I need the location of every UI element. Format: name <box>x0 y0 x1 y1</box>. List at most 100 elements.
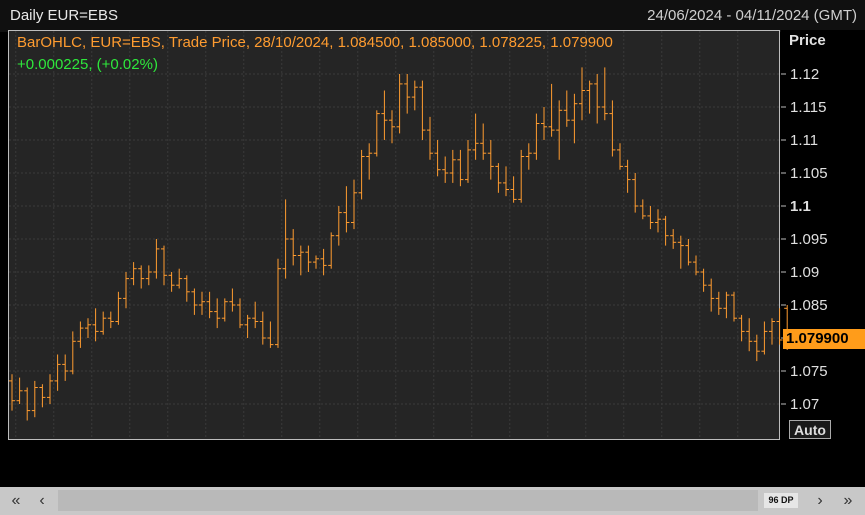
ohlc-bar <box>465 140 471 183</box>
ohlc-bar <box>769 318 775 345</box>
ohlc-bar <box>85 318 91 338</box>
price-axis[interactable] <box>781 30 865 445</box>
scroll-track[interactable] <box>58 490 758 511</box>
y-tick-label: 1.1 <box>790 198 811 215</box>
y-axis-ticks: 1.071.0751.081.0851.091.0951.11.1051.111… <box>781 66 828 413</box>
y-tick-label: 1.105 <box>790 165 828 182</box>
ohlc-bar <box>442 156 449 183</box>
ohlc-bar <box>282 199 289 279</box>
ohlc-bar <box>655 209 661 233</box>
ohlc-bar <box>518 149 525 203</box>
ohlc-bar <box>647 206 654 230</box>
ohlc-bar <box>92 308 99 342</box>
ohlc-bar <box>77 321 84 348</box>
ohlc-bar <box>176 268 183 289</box>
ohlc-bar <box>138 265 145 289</box>
ohlc-bar <box>305 245 312 272</box>
ohlc-bar <box>373 110 380 157</box>
ohlc-bar <box>168 272 175 292</box>
ohlc-bar <box>252 301 259 329</box>
scrollbar[interactable]: « ‹ 96 DP › » <box>0 487 865 515</box>
grid <box>9 31 779 439</box>
ohlc-bar <box>267 321 274 348</box>
ohlc-bar <box>601 67 608 121</box>
ohlc-bar <box>39 384 46 408</box>
ohlc-bar <box>708 278 715 312</box>
auto-scale-button[interactable]: Auto <box>789 420 831 439</box>
ohlc-bar <box>586 80 593 114</box>
ohlc-bar <box>389 110 395 144</box>
ohlc-bar <box>47 374 53 404</box>
time-axis[interactable] <box>0 441 865 487</box>
ohlc-bar <box>199 291 205 315</box>
ohlc-bar <box>510 176 517 203</box>
ohlc-bar <box>457 149 464 187</box>
ohlc-bar <box>381 90 388 140</box>
ohlc-bar <box>753 334 760 362</box>
ohlc-bar <box>632 173 639 213</box>
ohlc-bar <box>624 159 631 193</box>
ohlc-bar <box>761 321 768 355</box>
ohlc-bar <box>541 107 547 140</box>
ohlc-bar <box>472 113 479 160</box>
ohlc-bar <box>320 248 327 276</box>
ohlc-bar <box>328 232 335 269</box>
ohlc-bar <box>183 275 190 302</box>
instrument-title: Daily EUR=EBS <box>10 7 118 24</box>
change-info-line: +0.000225, (+0.02%) <box>17 56 158 73</box>
ohlc-bar <box>115 291 122 325</box>
y-tick-label: 1.075 <box>790 363 828 380</box>
ohlc-bar <box>639 199 646 220</box>
ohlc-bar <box>214 298 221 329</box>
ohlc-bar <box>495 163 502 193</box>
ohlc-bar <box>746 318 753 352</box>
ohlc-bar <box>366 143 373 180</box>
ohlc-bar <box>153 239 160 279</box>
ohlc-bar <box>62 354 69 381</box>
ohlc-bar <box>609 100 616 157</box>
ohlc-bar <box>396 74 403 134</box>
ohlc-bar <box>9 374 15 411</box>
scroll-prev-button[interactable]: ‹ <box>39 492 45 509</box>
ohlc-bar <box>700 268 707 292</box>
ohlc-bar <box>221 298 228 322</box>
ohlc-bar <box>617 143 623 170</box>
ohlc-bar <box>335 206 342 246</box>
y-tick-label: 1.095 <box>790 231 828 248</box>
ohlc-bar <box>548 83 555 137</box>
ohlc-bar <box>449 149 456 183</box>
ohlc-bar <box>487 140 494 180</box>
ohlc-bar <box>723 291 730 319</box>
ohlc-bar <box>404 74 411 114</box>
scroll-last-button[interactable]: » <box>843 492 853 509</box>
y-tick-label: 1.12 <box>790 66 819 83</box>
y-tick-label: 1.09 <box>790 264 819 281</box>
ohlc-bar <box>503 166 509 197</box>
ohlc-bar <box>145 265 152 286</box>
y-tick-label: 1.07 <box>790 396 819 413</box>
ohlc-bar <box>16 377 23 404</box>
ohlc-bar <box>685 239 692 266</box>
ohlc-bar <box>358 149 365 200</box>
date-range[interactable]: 24/06/2024 - 04/11/2024 (GMT) <box>647 7 857 24</box>
plot-area[interactable] <box>8 30 780 440</box>
y-tick-label: 1.085 <box>790 297 828 314</box>
y-tick-label: 1.11 <box>790 132 818 149</box>
ohlc-bar <box>297 245 304 276</box>
ohlc-bar <box>419 80 426 140</box>
ohlc-bar <box>563 90 570 127</box>
ohlc-bar <box>123 272 129 309</box>
y-tick-label: 1.115 <box>790 99 826 116</box>
title-bar: Daily EUR=EBS 24/06/2024 - 04/11/2024 (G… <box>0 0 865 32</box>
last-price-tag: 1.079900 <box>783 328 865 349</box>
ohlc-bar <box>434 140 441 177</box>
scroll-next-button[interactable]: › <box>817 492 823 509</box>
ohlc-bar <box>351 179 357 230</box>
ohlc-bar <box>206 291 213 319</box>
ohlc-bar <box>731 291 737 322</box>
ohlc-chart[interactable]: 1.071.0751.081.0851.091.0951.11.1051.111… <box>0 0 865 487</box>
ohlc-bar <box>107 311 114 329</box>
bar-info-line: BarOHLC, EUR=EBS, Trade Price, 28/10/202… <box>17 34 613 51</box>
ohlc-bar <box>229 288 236 312</box>
scroll-first-button[interactable]: « <box>11 492 21 509</box>
